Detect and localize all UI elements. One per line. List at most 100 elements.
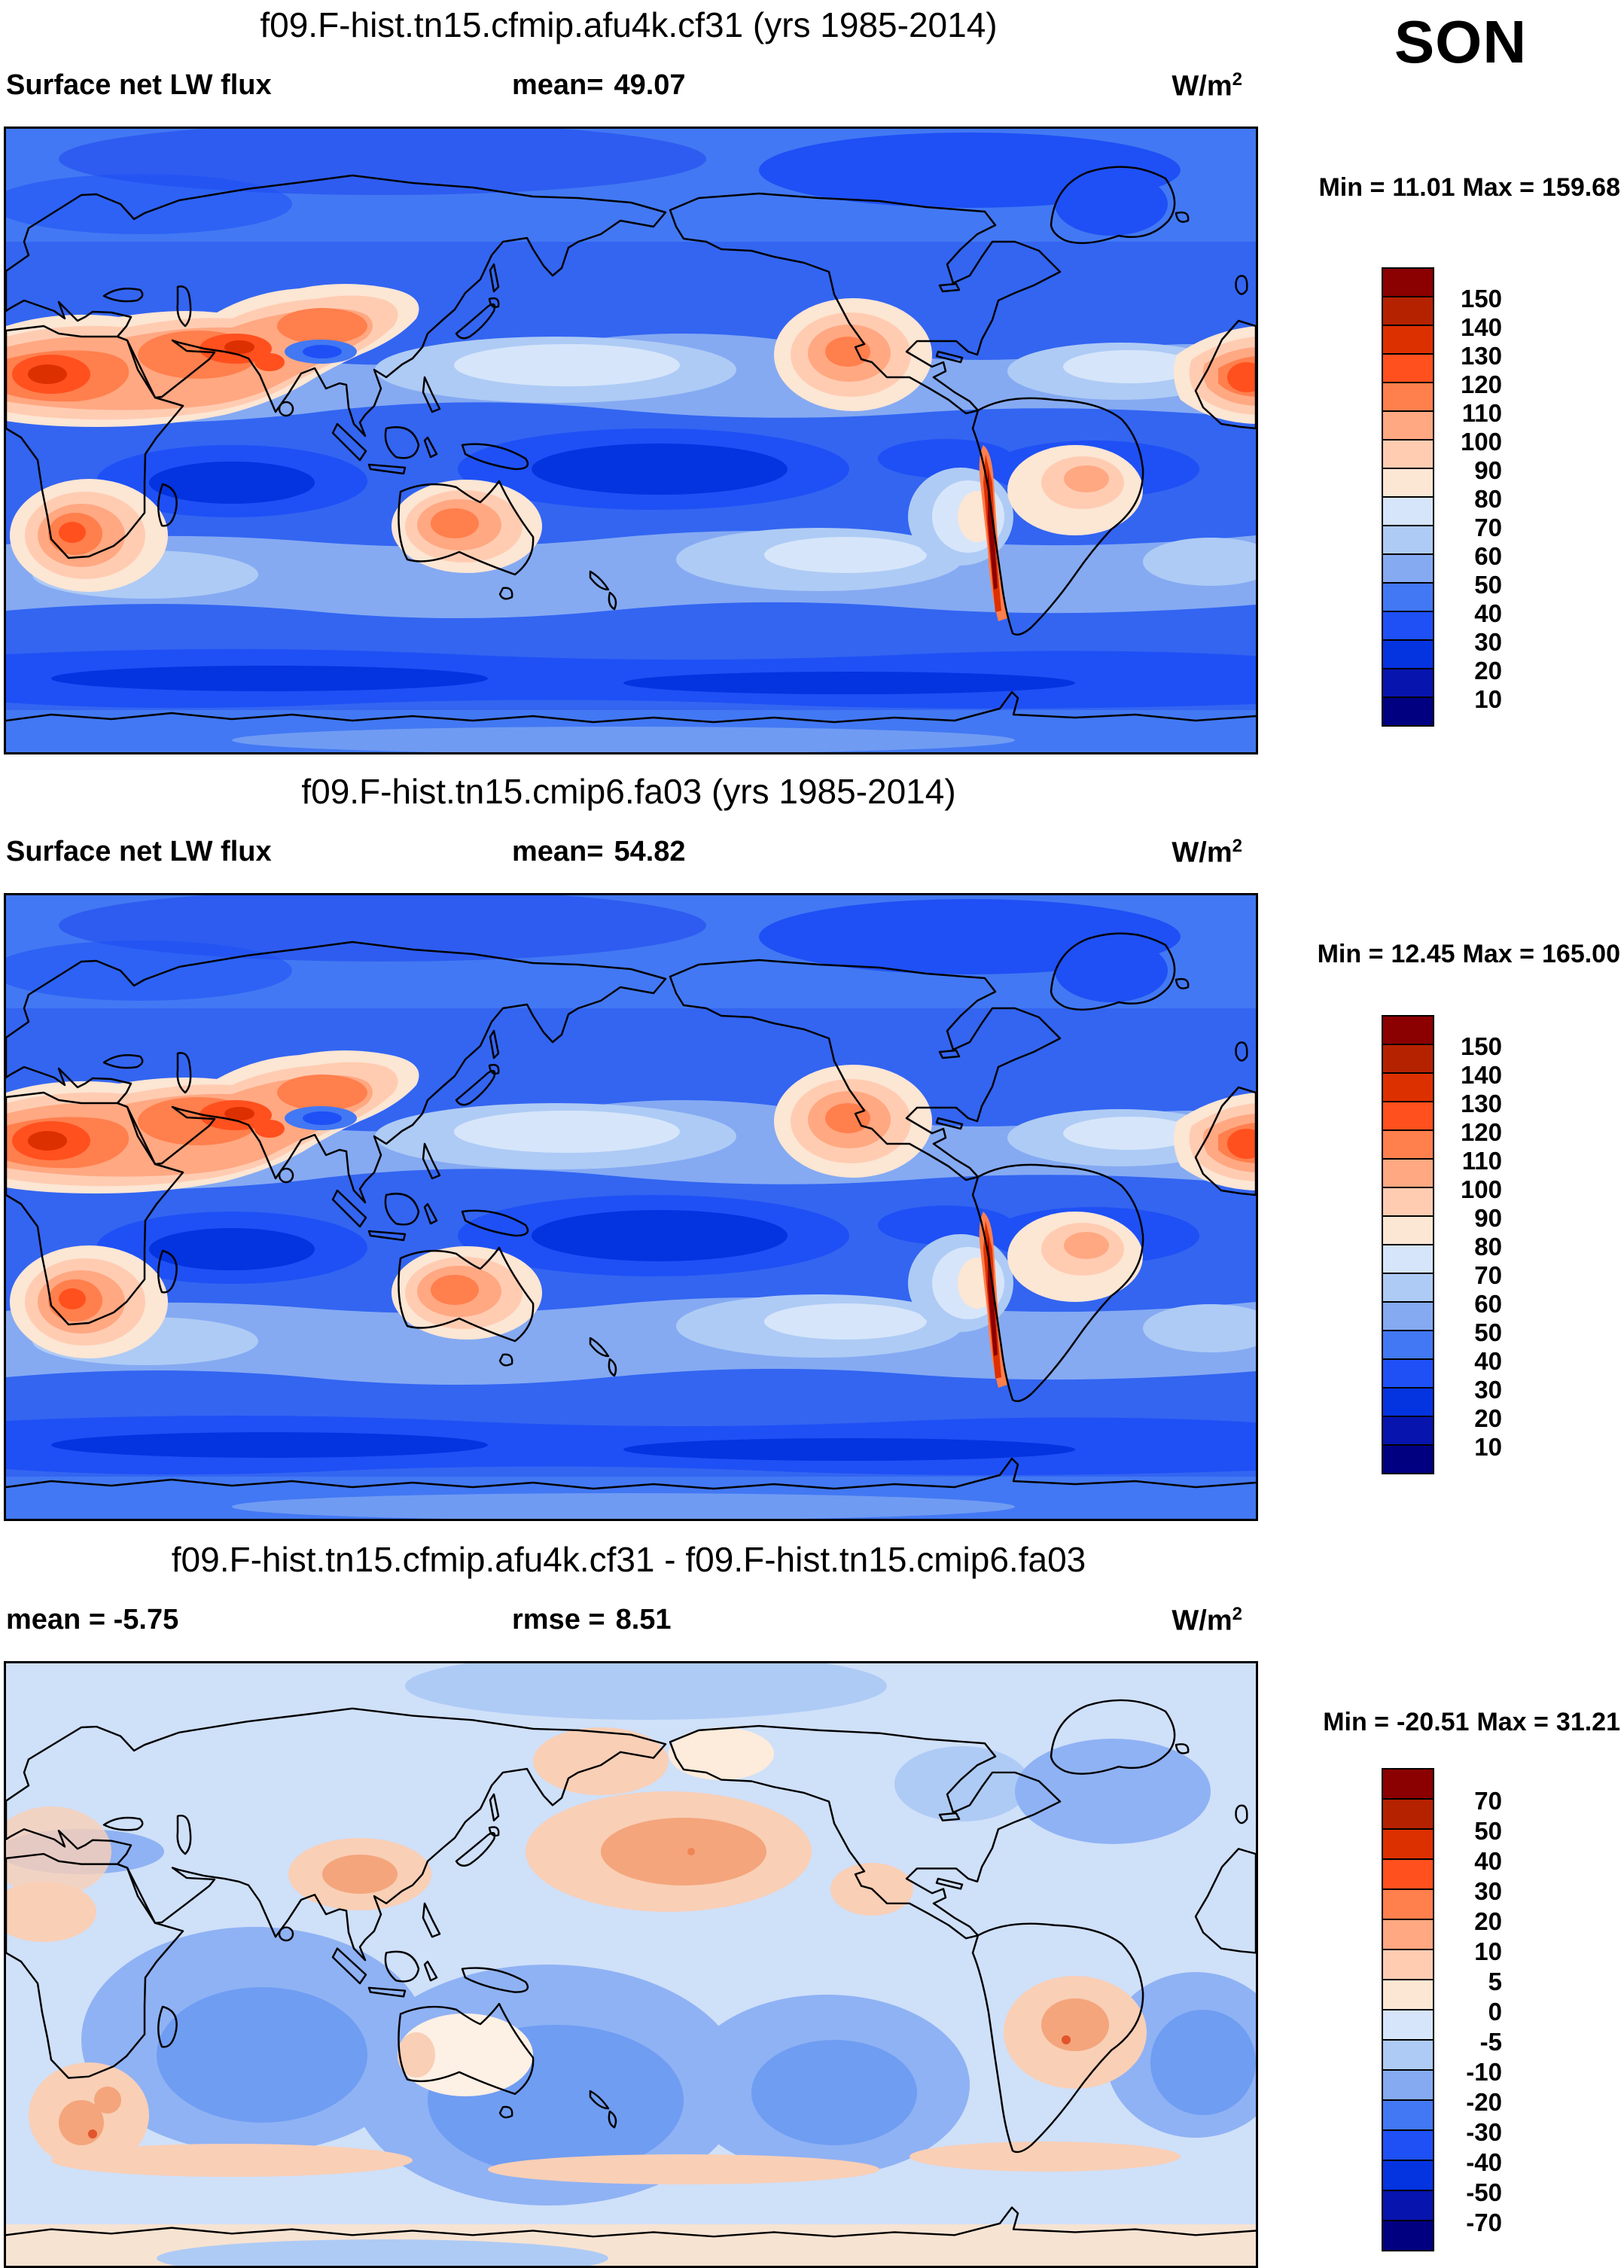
mean-value: 54.82 [614,836,686,867]
colorbar-swatch [1383,698,1433,725]
colorbar-tick-label: 60 [1474,542,1502,570]
colorbar-tick-label: 140 [1460,313,1502,341]
colorbar-swatch [1383,1890,1433,1920]
colorbar-tick-label: 100 [1460,428,1502,456]
min-value: 11.01 [1392,173,1455,202]
colorbar-tick-label: 70 [1474,1261,1502,1289]
panel3-rmse: rmse = 8.51 [512,1604,672,1636]
colorbar-swatch [1383,297,1433,326]
colorbar-swatch [1383,2101,1433,2131]
colorbar-tick-label: 80 [1474,485,1502,513]
panel-difference: f09.F-hist.tn15.cfmip.afu4k.cf31 - f09.F… [0,1535,1624,2268]
colorbar-swatch [1383,1017,1433,1045]
colorbar-swatch [1383,2131,1433,2161]
colorbar-tick-label: 10 [1474,685,1502,713]
panel3-units: W/m2 [1069,1604,1242,1638]
colorbar-labels: 150 140 130 120 110 100 90 80 70 60 50 40 30 20 10 [1449,267,1502,733]
colorbar-tick-label: 10 [1474,1937,1502,1965]
colorbar-tick-label: 90 [1474,1204,1502,1232]
colorbar-tick-label: -40 [1466,2148,1502,2176]
colorbar-swatch [1383,1303,1433,1331]
colorbar-tick-label: 70 [1474,1787,1502,1815]
colorbar-tick-label: 50 [1474,571,1502,599]
colorbar-tick-label: 20 [1474,1907,1502,1935]
colorbar-tick-label: 30 [1474,1877,1502,1905]
colorbar-swatch [1383,669,1433,698]
units-exponent: 2 [1232,69,1242,90]
colorbar-tick-label: 130 [1460,1090,1502,1117]
colorbar-swatch [1383,2010,1433,2041]
colorbar-swatch [1383,355,1433,383]
min-label: Min = [1323,1708,1390,1736]
colorbar-swatch [1383,584,1433,612]
panel2-minmax: Min = 12.45 Max = 165.00 [1261,940,1620,969]
colorbar-tick-label: 60 [1474,1290,1502,1318]
colorbar-swatch [1383,412,1433,440]
panel1-variable-label: Surface net LW flux [6,69,272,101]
mean-label: mean = [6,1604,106,1635]
colorbar-swatch [1383,1800,1433,1830]
colorbar-tick-label: 140 [1460,1061,1502,1089]
colorbar-swatch [1383,1045,1433,1074]
min-label: Min = [1318,173,1385,202]
colorbar-swatch [1383,526,1433,555]
mean-label: mean= [512,69,604,101]
units-base: W/m [1172,1605,1232,1637]
colorbar-tick-label: 50 [1474,1318,1502,1346]
colorbar-tick-label: 100 [1460,1175,1502,1203]
world-map-canvas-1 [6,129,1256,752]
panel2-variable-label: Surface net LW flux [6,836,272,867]
colorbar-tick-label: 30 [1474,1376,1502,1404]
colorbar-swatch [1383,2041,1433,2071]
colorbar-swatch [1383,1160,1433,1188]
colorbar-tick-label: 40 [1474,1847,1502,1875]
colorbar-tick-label: -50 [1466,2178,1502,2206]
units-exponent: 2 [1232,836,1242,856]
max-value: 159.68 [1542,173,1620,202]
colorbar-tick-label: 10 [1474,1433,1502,1461]
map-panel3 [4,1661,1258,2268]
colorbar-tick-label: 110 [1461,1147,1502,1175]
panel1-mean: mean= 49.07 [512,69,686,102]
panel1-minmax: Min = 11.01 Max = 159.68 [1261,173,1620,203]
units-exponent: 2 [1232,1604,1242,1624]
panel3-minmax: Min = -20.51 Max = 31.21 [1261,1708,1620,1737]
panel2-title: f09.F-hist.tn15.cmip6.fa03 (yrs 1985-201… [301,772,956,811]
colorbar-bar [1382,1768,1434,2251]
colorbar-swatch [1383,2071,1433,2101]
colorbar-swatch [1383,1188,1433,1217]
min-label: Min = [1317,940,1384,968]
map-panel2 [4,893,1258,1521]
colorbar-swatch [1383,1331,1433,1360]
mean-label: mean= [512,836,604,867]
season-label: SON [1394,8,1528,75]
max-label: Max = [1462,173,1534,202]
colorbar-swatch [1383,1360,1433,1389]
colorbar-tick-label: 20 [1474,657,1502,684]
min-value: 12.45 [1391,940,1455,968]
mean-value: 49.07 [614,69,686,101]
max-label: Max = [1462,940,1534,968]
colorbar-swatch [1383,1131,1433,1160]
units-base: W/m [1172,70,1232,102]
colorbar-tick-label: 40 [1474,1347,1502,1375]
colorbar-tick-label: 5 [1488,1968,1502,1995]
panel3-mean: mean = -5.75 [6,1604,178,1636]
colorbar-tick-label: 120 [1460,370,1502,398]
colorbar-swatch [1383,269,1433,297]
colorbar-tick-label: -5 [1479,2028,1502,2056]
colorbar-swatch [1383,1860,1433,1890]
colorbar-swatch [1383,383,1433,412]
colorbar-tick-label: -70 [1466,2209,1502,2236]
units-base: W/m [1172,837,1232,869]
colorbar-swatch [1383,1830,1433,1860]
colorbar-tick-label: 50 [1474,1817,1502,1845]
colorbar-swatch [1383,1920,1433,1950]
world-map-canvas-3 [6,1663,1256,2266]
colorbar-tick-label: 20 [1474,1404,1502,1432]
colorbar-bar [1382,267,1434,727]
colorbar-tick-label: 90 [1474,456,1502,484]
colorbar-swatch [1383,1245,1433,1274]
colorbar-swatch [1383,1980,1433,2010]
colorbar-tick-label: 150 [1460,1032,1502,1060]
